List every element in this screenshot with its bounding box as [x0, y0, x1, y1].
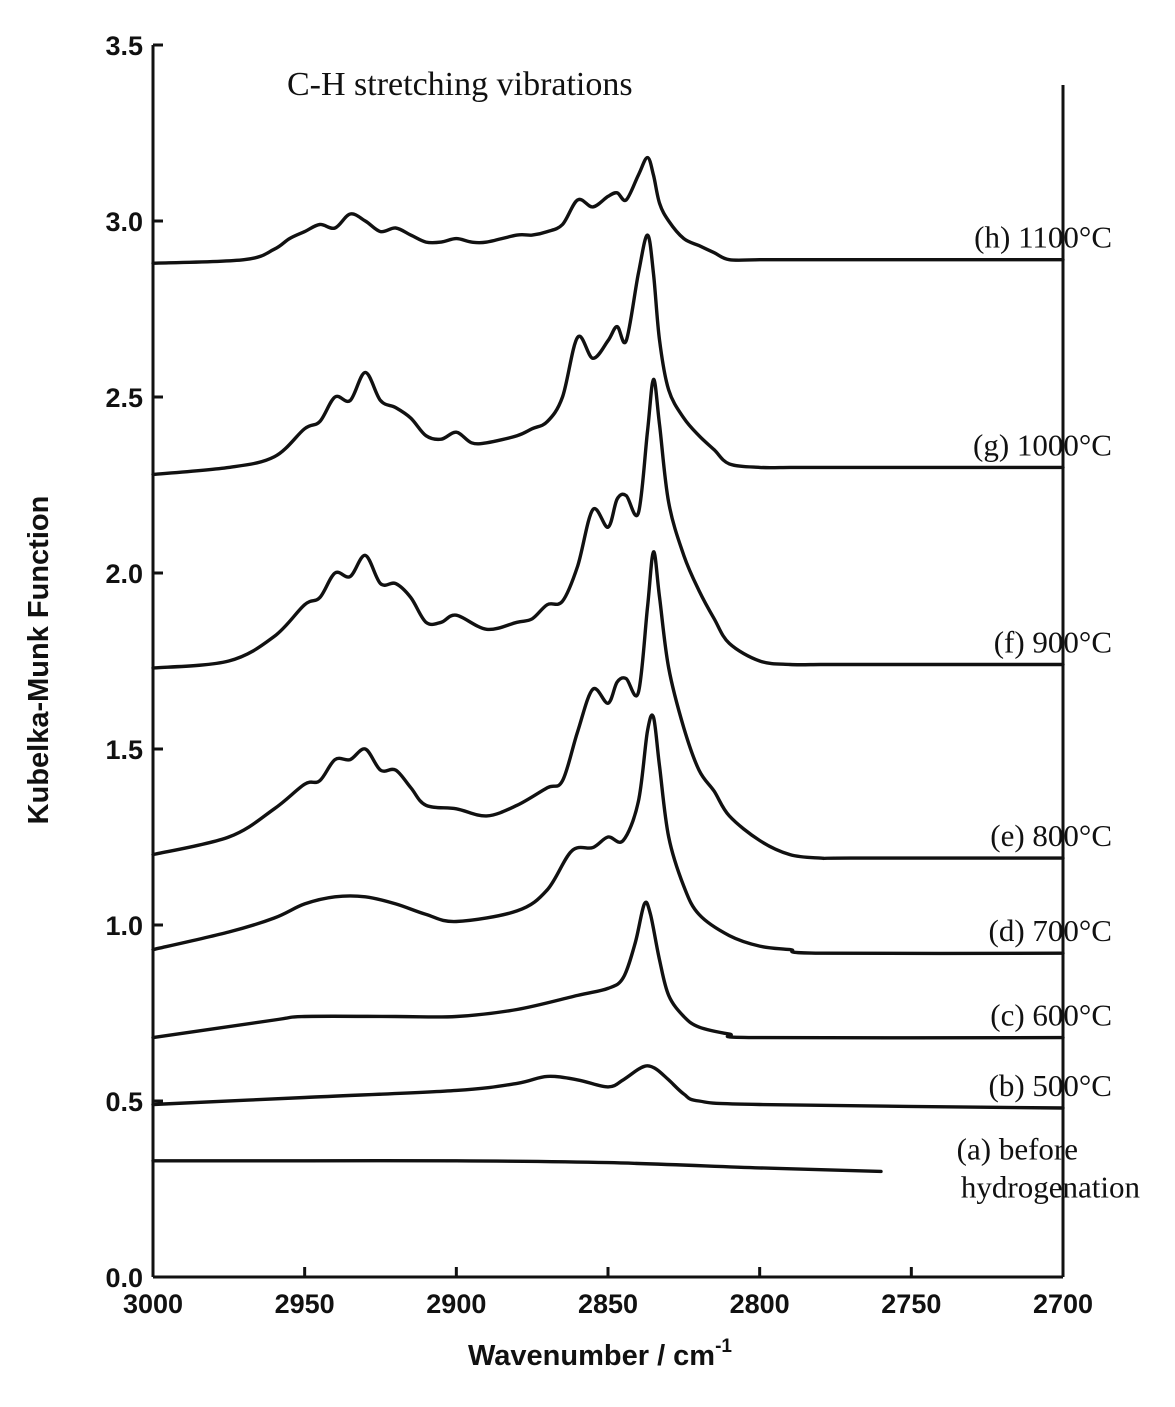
y-axis-title: Kubelka-Munk Function [23, 496, 55, 825]
series-line [151, 1158, 883, 1174]
x-tick-label: 2750 [881, 1289, 941, 1319]
x-tick-label: 2850 [578, 1289, 638, 1319]
y-tick-label: 1.0 [105, 911, 143, 941]
series-label: (h) 1100°C [974, 220, 1112, 255]
x-tick-label: 2700 [1033, 1289, 1093, 1319]
series-label: (f) 900°C [994, 625, 1112, 660]
series-line [151, 155, 1065, 265]
y-tick-label: 0.5 [105, 1087, 143, 1117]
y-tick-label: 2.0 [105, 559, 143, 589]
series-label: (b) 500°C [989, 1068, 1112, 1103]
series-line [151, 713, 1065, 956]
y-tick-label: 2.5 [105, 383, 143, 413]
y-tick-label: 3.5 [105, 31, 143, 61]
x-axis-title: Wavenumber / cm-1 [468, 1336, 732, 1372]
series-label: (e) 800°C [990, 818, 1112, 853]
x-tick-label: 3000 [123, 1289, 183, 1319]
y-tick-label: 1.5 [105, 735, 143, 765]
x-axis-title-main: Wavenumber / cm [468, 1340, 715, 1372]
ticks: 0.0 0.5 1.0 1.5 2.0 2.5 3.0 3.5 3000 2950 2900 2850… [105, 31, 1093, 1319]
series-line [151, 1064, 1065, 1110]
series-group [151, 155, 1065, 1174]
series-label: (c) 600°C [990, 998, 1112, 1033]
series-label-line2: hydrogenation [961, 1169, 1141, 1204]
series-line [151, 233, 1065, 477]
y-tick-label: 3.0 [105, 207, 143, 237]
x-tick-label: 2800 [730, 1289, 790, 1319]
series-line [151, 550, 1065, 861]
series-line [151, 900, 1065, 1040]
y-tick-label: 0.0 [105, 1263, 143, 1293]
series-label: (d) 700°C [989, 913, 1112, 948]
series-label: (a) before [957, 1131, 1078, 1166]
x-tick-label: 2950 [275, 1289, 335, 1319]
series-label: (g) 1000°C [973, 427, 1112, 462]
plot-frame [151, 45, 1065, 1279]
series-line [151, 377, 1065, 670]
x-axis-title-superscript: -1 [715, 1336, 732, 1357]
x-tick-label: 2900 [426, 1289, 486, 1319]
chart-annotation: C-H stretching vibrations [287, 66, 633, 103]
